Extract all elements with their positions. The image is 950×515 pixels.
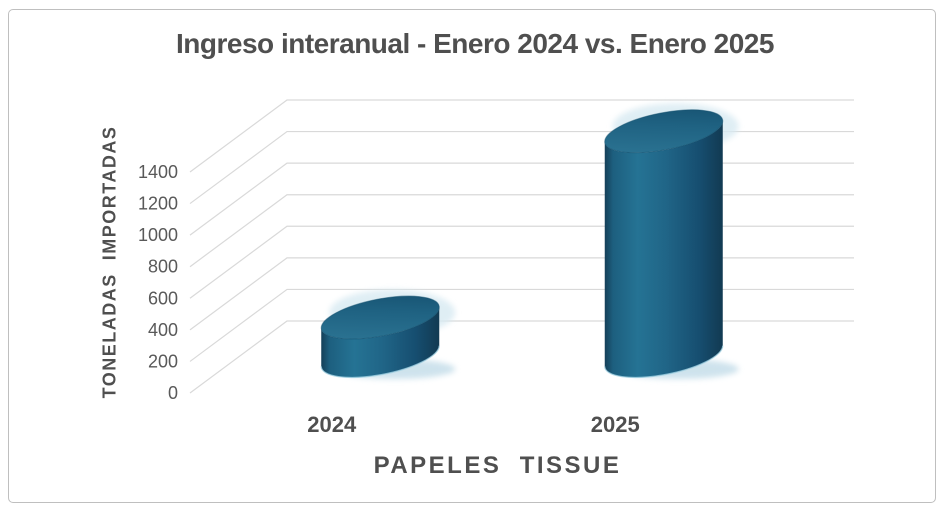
cylinder-bottom-rim xyxy=(604,345,724,379)
gridline-1400 xyxy=(189,99,854,173)
gridline-400 xyxy=(189,257,854,331)
y-tick-800: 800 xyxy=(148,257,178,277)
y-tick-0: 0 xyxy=(168,383,178,403)
y-tick-1200: 1200 xyxy=(138,194,178,214)
cylinder-series xyxy=(320,103,739,379)
cylinder-2025 xyxy=(604,103,739,379)
chart-frame xyxy=(8,9,936,503)
gridline-1000 xyxy=(189,162,854,236)
y-tick-1000: 1000 xyxy=(138,225,178,245)
cylinder-top-face xyxy=(604,109,724,154)
y-tick-1400: 1400 xyxy=(138,162,178,182)
y-tick-200: 200 xyxy=(148,351,178,371)
y-tick-labels: 0 200 400 600 800 1000 1200 1400 xyxy=(138,162,178,403)
gridlines xyxy=(189,99,854,394)
gridline-0 xyxy=(189,320,854,394)
cylinder-2024 xyxy=(320,289,456,379)
gridline-200 xyxy=(189,288,854,362)
cylinder-body xyxy=(604,120,723,378)
x-axis-title: PAPELES TISSUE xyxy=(373,452,622,479)
x-category-2024: 2024 xyxy=(307,412,357,437)
gridline-600 xyxy=(189,225,854,299)
cylinder-bottom-rim xyxy=(320,345,440,379)
gridline-1200 xyxy=(189,130,854,205)
cylinder-body xyxy=(321,307,440,378)
chart-title: Ingreso interanual - Enero 2024 vs. Ener… xyxy=(176,28,774,59)
gridline-800 xyxy=(189,194,854,268)
y-tick-600: 600 xyxy=(148,288,178,308)
y-tick-400: 400 xyxy=(148,320,178,340)
cylinder-top-face xyxy=(320,295,440,340)
x-category-2025: 2025 xyxy=(591,412,640,437)
x-category-labels: 2024 2025 xyxy=(307,412,639,437)
